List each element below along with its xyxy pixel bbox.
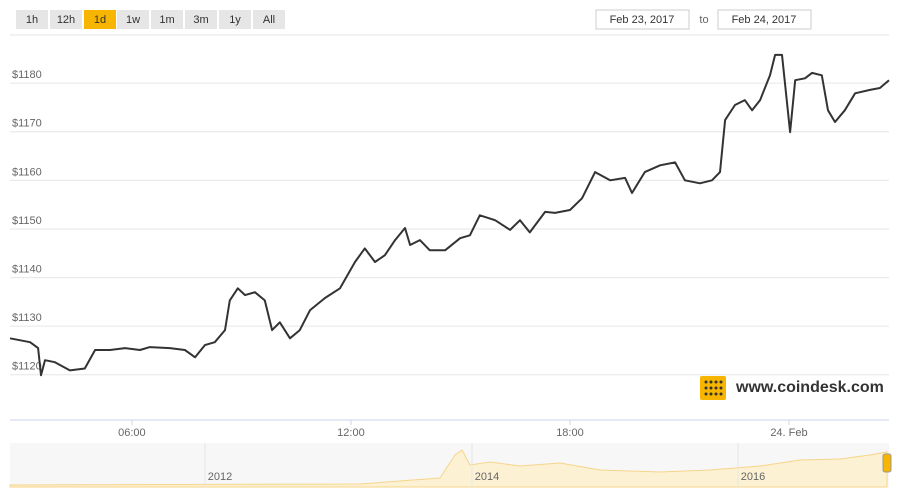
button-bg[interactable] [219, 10, 251, 29]
navigator-label: 2014 [475, 471, 499, 483]
button-label[interactable]: 1w [126, 14, 140, 26]
y-tick-label: $1120 [12, 361, 42, 373]
button-bg[interactable] [151, 10, 183, 29]
range-button[interactable]: 1h [16, 10, 48, 29]
x-tick-label: 18:00 [556, 427, 584, 439]
y-tick-label: $1130 [12, 312, 42, 324]
button-bg[interactable] [16, 10, 48, 29]
date-from[interactable]: Feb 23, 2017 [610, 14, 675, 26]
watermark: www.coindesk.com [735, 379, 884, 396]
range-button[interactable]: 1m [151, 10, 183, 29]
range-button[interactable]: 1d [84, 10, 116, 29]
range-button[interactable]: 3m [185, 10, 217, 29]
button-label[interactable]: 1y [229, 14, 241, 26]
navigator-label: 2016 [741, 471, 765, 483]
button-label[interactable]: All [263, 14, 275, 26]
button-label[interactable]: 12h [57, 14, 75, 26]
button-bg[interactable] [253, 10, 285, 29]
x-tick-label: 24. Feb [770, 427, 807, 439]
button-bg[interactable] [84, 10, 116, 29]
button-label[interactable]: 3m [193, 14, 208, 26]
date-separator: to [699, 14, 708, 26]
button-label[interactable]: 1d [94, 14, 106, 26]
button-bg[interactable] [117, 10, 149, 29]
date-to[interactable]: Feb 24, 2017 [732, 14, 797, 26]
button-bg[interactable] [50, 10, 82, 29]
button-label[interactable]: 1m [159, 14, 174, 26]
y-tick-label: $1170 [12, 118, 42, 130]
x-tick-label: 12:00 [337, 427, 365, 439]
navigator-series [9, 449, 888, 488]
x-tick-label: 06:00 [118, 427, 146, 439]
y-tick-label: $1140 [12, 263, 42, 275]
button-bg[interactable] [185, 10, 217, 29]
navigator-handle[interactable] [882, 453, 892, 473]
date-from-box[interactable] [595, 9, 690, 30]
range-button[interactable]: 1w [117, 10, 149, 29]
logo-dots [704, 380, 723, 396]
price-line [9, 53, 890, 377]
y-tick-label: $1180 [12, 69, 42, 81]
navigator-label: 2012 [208, 471, 232, 483]
y-tick-label: $1160 [12, 166, 42, 178]
range-button[interactable]: All [253, 10, 285, 29]
button-label[interactable]: 1h [26, 14, 38, 26]
y-tick-label: $1150 [12, 215, 42, 227]
date-to-box[interactable] [717, 9, 812, 30]
range-button[interactable]: 12h [50, 10, 82, 29]
range-button[interactable]: 1y [219, 10, 251, 29]
